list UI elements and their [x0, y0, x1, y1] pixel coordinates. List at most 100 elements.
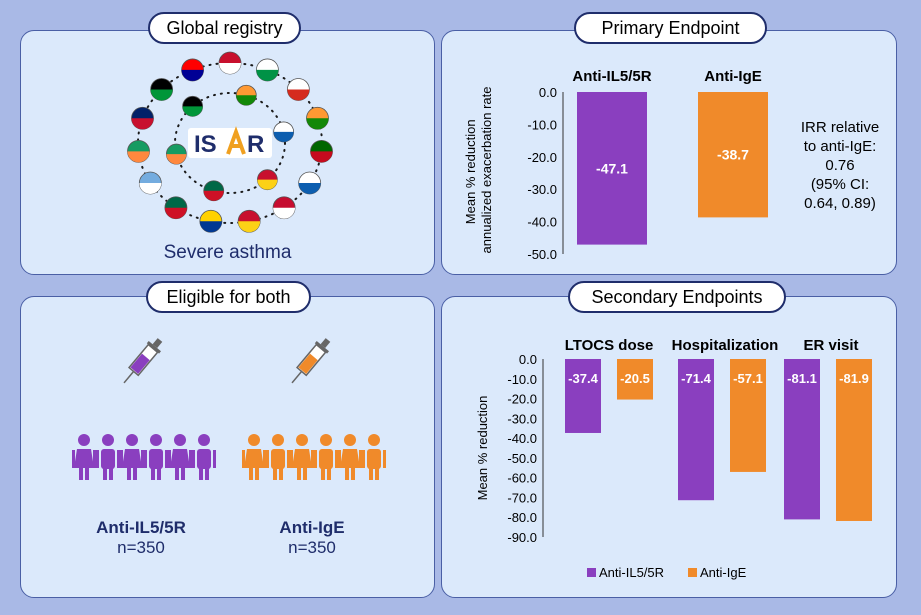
secondary-bar: [617, 359, 653, 400]
secondary-ylabel: Mean % reduction: [475, 396, 490, 501]
syringe-il5-icon: [123, 338, 163, 384]
legend-swatch-il5: [587, 568, 596, 577]
secondary-chart: Mean % reduction 0.0 -10.0 -20.0 -30.0 -40.0…: [475, 337, 872, 580]
irr-line-3: 0.76: [825, 157, 855, 174]
flag-icon: [235, 84, 257, 106]
person-icon: [144, 434, 168, 480]
primary-tick-label: -40.0: [527, 215, 557, 230]
primary-data-label: -38.7: [717, 147, 749, 163]
secondary-tick-label: -20.0: [507, 392, 537, 407]
secondary-tick-label: -30.0: [507, 411, 537, 426]
arm-ige-n: n=350: [288, 538, 336, 557]
category-label: Hospitalization: [672, 337, 779, 354]
flag-ring: IS R: [127, 51, 333, 233]
arm-ige-name: Anti-IgE: [279, 518, 345, 537]
secondary-tick-label: -90.0: [507, 530, 537, 545]
secondary-data-label: -71.4: [681, 371, 711, 386]
irr-line-4: (95% CI:: [810, 176, 870, 193]
registry-caption: Severe asthma: [163, 242, 292, 263]
flag-icon: [286, 78, 310, 101]
primary-chart: Mean % reduction annualized exacerbation…: [463, 68, 768, 262]
secondary-data-label: -81.1: [787, 371, 817, 386]
primary-bar-il5: [577, 92, 647, 245]
secondary-tick-label: -60.0: [507, 471, 537, 486]
person-icon: [168, 434, 192, 480]
flag-icon: [131, 106, 154, 130]
person-icon: [290, 434, 314, 480]
flag-icon: [164, 196, 188, 220]
flag-icon: [273, 121, 295, 143]
flag-icon: [218, 51, 242, 75]
secondary-data-label: -81.9: [839, 371, 869, 386]
flag-icon: [306, 106, 329, 130]
isar-logo-text-right: R: [247, 131, 264, 158]
flag-icon: [182, 95, 204, 117]
secondary-tick-label: -80.0: [507, 510, 537, 525]
syringe-ige-icon: [291, 338, 331, 384]
arm-il5-n: n=350: [117, 538, 165, 557]
primary-bar-ige: [698, 92, 768, 218]
arm-il5-label: Anti-IL5/5R n=350: [66, 518, 216, 558]
flag-icon: [237, 209, 261, 233]
secondary-tick-label: -40.0: [507, 431, 537, 446]
category-label: LTOCS dose: [565, 337, 654, 354]
primary-series-label-il5: Anti-IL5/5R: [572, 68, 651, 85]
isar-logo-text-left: IS: [194, 131, 217, 158]
flag-icon: [150, 78, 174, 101]
irr-line-1: IRR relative: [800, 119, 880, 136]
secondary-data-label: -57.1: [733, 371, 763, 386]
person-icon: [314, 434, 338, 480]
person-icon: [72, 434, 96, 480]
primary-tick-label: -30.0: [527, 182, 557, 197]
person-icon: [120, 434, 144, 480]
primary-tick-label: -10.0: [527, 117, 557, 132]
category-label: ER visit: [803, 337, 858, 354]
flag-icon: [181, 58, 204, 82]
legend-label-il5: Anti-IL5/5R: [599, 565, 664, 580]
secondary-endpoints-title: Secondary Endpoints: [568, 281, 786, 313]
flag-icon: [203, 180, 225, 202]
primary-endpoint-title: Primary Endpoint: [574, 12, 767, 44]
secondary-tick-label: -70.0: [507, 490, 537, 505]
primary-ylabel-line-2: annualized exacerbation rate: [479, 87, 494, 254]
eligible-panel: [20, 296, 435, 598]
primary-tick-label: 0.0: [539, 85, 557, 100]
person-icon: [96, 434, 120, 480]
secondary-bar: [730, 359, 766, 472]
person-icon: [338, 434, 362, 480]
legend-label-ige: Anti-IgE: [700, 565, 747, 580]
primary-ylabel-line-1: Mean % reduction: [463, 119, 478, 224]
person-icon: [266, 434, 290, 480]
flag-icon: [138, 171, 162, 195]
flag-icon: [298, 171, 322, 195]
person-icon: [362, 434, 386, 480]
flag-icon: [165, 143, 187, 165]
arm-il5-name: Anti-IL5/5R: [96, 518, 186, 537]
isar-logo-a: [226, 126, 246, 155]
secondary-bar: [678, 359, 714, 501]
flag-icon: [310, 139, 333, 163]
flag-icon: [256, 169, 278, 191]
flag-icon: [127, 139, 150, 163]
irr-text: IRR relative to anti-IgE: 0.76 (95% CI: …: [790, 118, 890, 213]
secondary-data-label: -37.4: [568, 371, 598, 386]
person-icon: [192, 434, 216, 480]
primary-endpoint-panel: [441, 30, 897, 275]
inner-ring: [174, 92, 286, 194]
secondary-tick-label: 0.0: [519, 352, 537, 367]
global-registry-title: Global registry: [148, 12, 301, 44]
secondary-bar: [565, 359, 601, 433]
irr-line-5: 0.64, 0.89): [804, 195, 876, 212]
secondary-endpoints-panel: [441, 296, 897, 598]
legend: Anti-IL5/5R Anti-IgE: [587, 565, 747, 580]
primary-data-label: -47.1: [596, 160, 628, 176]
primary-ylabel: Mean % reduction annualized exacerbation…: [463, 87, 494, 254]
secondary-tick-label: -10.0: [507, 372, 537, 387]
secondary-data-label: -20.5: [620, 371, 650, 386]
arm-ige-label: Anti-IgE n=350: [237, 518, 387, 558]
primary-tick-label: -20.0: [527, 150, 557, 165]
person-icon: [242, 434, 266, 480]
irr-line-2: to anti-IgE:: [803, 138, 877, 155]
eligible-title: Eligible for both: [146, 281, 311, 313]
legend-swatch-ige: [688, 568, 697, 577]
